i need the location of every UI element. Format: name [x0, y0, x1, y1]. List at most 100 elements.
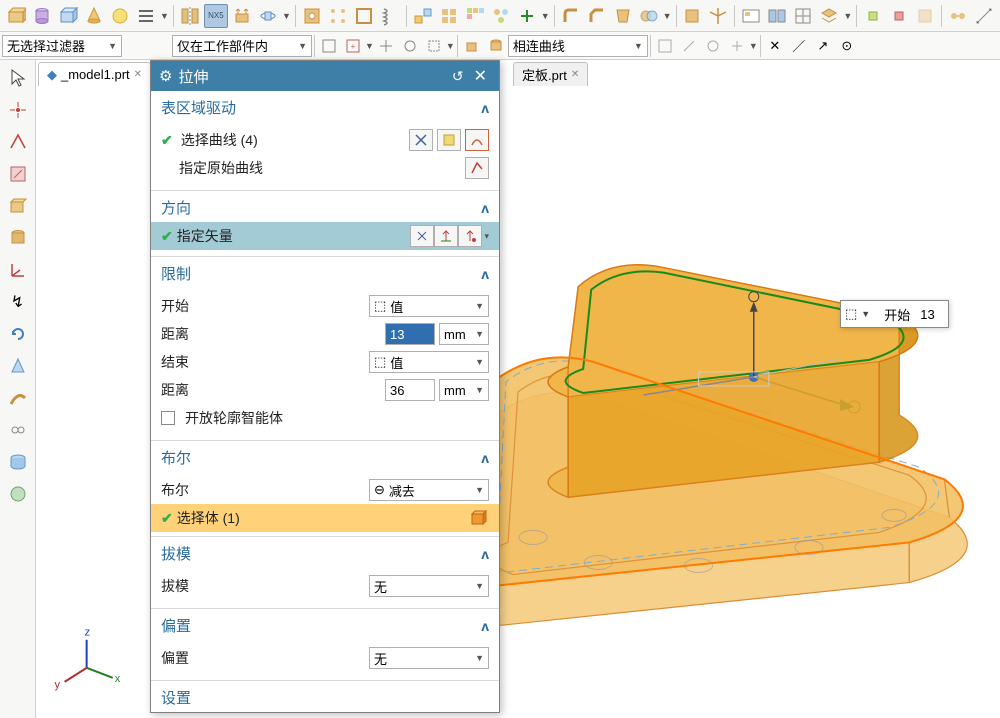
- tb-dropdown3-icon[interactable]: ▼: [541, 11, 550, 21]
- tb-bool-icon[interactable]: [637, 4, 661, 28]
- tb-layer-icon[interactable]: [817, 4, 841, 28]
- tb-plus-icon[interactable]: [515, 4, 539, 28]
- rail-arrow-icon[interactable]: ↯: [4, 288, 32, 316]
- vector-dialog-icon[interactable]: [434, 225, 458, 247]
- snap3-icon[interactable]: [701, 35, 725, 57]
- origin-curve-row[interactable]: 指定原始曲线: [161, 154, 489, 182]
- tb-sphere-icon[interactable]: [108, 4, 132, 28]
- reset-icon[interactable]: ↺: [446, 68, 470, 85]
- tb-menu-icon[interactable]: [134, 4, 158, 28]
- floating-value[interactable]: 13: [920, 307, 944, 322]
- start-distance-input[interactable]: [385, 323, 435, 345]
- tb-trans-icon[interactable]: [913, 4, 937, 28]
- rail-csys-icon[interactable]: [4, 256, 32, 284]
- snap7-icon[interactable]: ↗: [811, 35, 835, 57]
- end-distance-input[interactable]: [385, 379, 435, 401]
- tb-chamfer-icon[interactable]: [585, 4, 609, 28]
- rail-tri-icon[interactable]: [4, 128, 32, 156]
- rail-refresh-icon[interactable]: [4, 320, 32, 348]
- close-icon[interactable]: ✕: [470, 66, 491, 86]
- select-body-row[interactable]: ✔ 选择体 (1): [151, 504, 499, 532]
- rail-sketch-icon[interactable]: [4, 160, 32, 188]
- link-filter-combo[interactable]: 相连曲线 ▼: [508, 35, 648, 57]
- snap8-icon[interactable]: ⊙: [835, 35, 859, 57]
- specify-vector-row[interactable]: ✔ 指定矢量 ▾: [151, 222, 499, 250]
- tb-exp1-icon[interactable]: [861, 4, 885, 28]
- start-mode-combo[interactable]: ⬚ 值 ▼: [369, 295, 489, 317]
- tb-cylinder-icon[interactable]: [30, 4, 54, 28]
- tb-mirror-icon[interactable]: [178, 4, 202, 28]
- tb-conn-icon[interactable]: [946, 4, 970, 28]
- end-mode-combo[interactable]: ⬚ 值 ▼: [369, 351, 489, 373]
- section-offset-header[interactable]: 偏置 ʌ: [151, 609, 499, 640]
- curve-rule-icon[interactable]: [437, 129, 461, 151]
- checkbox-icon[interactable]: [161, 411, 175, 425]
- section-limits-header[interactable]: 限制 ʌ: [151, 257, 499, 288]
- tb-assm4-icon[interactable]: [489, 4, 513, 28]
- snap2-icon[interactable]: [677, 35, 701, 57]
- tb-hole-icon[interactable]: [300, 4, 324, 28]
- tb-extrude-icon[interactable]: [230, 4, 254, 28]
- select-curve-row[interactable]: ✔ 选择曲线 (4): [161, 126, 489, 154]
- tb-dropdown5-icon[interactable]: ▼: [843, 11, 852, 21]
- scope-filter-combo[interactable]: 仅在工作部件内 ▼: [172, 35, 312, 57]
- origin-curve-btn-icon[interactable]: [465, 157, 489, 179]
- tb-wcs-icon[interactable]: [706, 4, 730, 28]
- snap1-icon[interactable]: [653, 35, 677, 57]
- tb-dropdown4-icon[interactable]: ▼: [663, 11, 672, 21]
- tb-assm1-icon[interactable]: [411, 4, 435, 28]
- filter-cyl-icon[interactable]: [484, 35, 508, 57]
- caret-icon[interactable]: ▾: [484, 231, 489, 242]
- caret-icon[interactable]: ▼: [749, 41, 758, 51]
- selection-filter-combo[interactable]: 无选择过滤器 ▼: [2, 35, 122, 57]
- stop-at-int-icon[interactable]: [465, 129, 489, 151]
- section-direction-header[interactable]: 方向 ʌ: [151, 191, 499, 222]
- filter-btn4-icon[interactable]: [398, 35, 422, 57]
- snap6-icon[interactable]: ／: [787, 35, 811, 57]
- rail-cone-icon[interactable]: [4, 352, 32, 380]
- end-unit-combo[interactable]: mm ▼: [439, 379, 489, 401]
- tb-xform-icon[interactable]: [680, 4, 704, 28]
- snap4-icon[interactable]: [725, 35, 749, 57]
- tb-assm3-icon[interactable]: [463, 4, 487, 28]
- tb-cone-icon[interactable]: [82, 4, 106, 28]
- tb-assm2-icon[interactable]: [437, 4, 461, 28]
- tab-model1[interactable]: ◆ _model1.prt ✕: [38, 62, 151, 86]
- reverse-dir-icon[interactable]: [410, 225, 434, 247]
- rail-select-icon[interactable]: [4, 64, 32, 92]
- snap5-icon[interactable]: ✕: [763, 35, 787, 57]
- gear-icon[interactable]: ⚙: [159, 67, 172, 85]
- tab-dingban[interactable]: 定板.prt ✕: [513, 62, 588, 86]
- rail-cyl2-icon[interactable]: [4, 448, 32, 476]
- tb-view3-icon[interactable]: [791, 4, 815, 28]
- open-profile-row[interactable]: 开放轮廓智能体: [161, 404, 489, 432]
- tb-spring-icon[interactable]: [378, 4, 402, 28]
- tb-cube-icon[interactable]: [56, 4, 80, 28]
- tb-pattern-icon[interactable]: [326, 4, 350, 28]
- rail-sweep-icon[interactable]: [4, 384, 32, 412]
- filter-btn3-icon[interactable]: [374, 35, 398, 57]
- tb-view2-icon[interactable]: [765, 4, 789, 28]
- tb-draft-icon[interactable]: [611, 4, 635, 28]
- caret-icon[interactable]: ▼: [365, 41, 374, 51]
- tb-round-icon[interactable]: [559, 4, 583, 28]
- section-boolean-header[interactable]: 布尔 ʌ: [151, 441, 499, 472]
- section-settings-header[interactable]: 设置: [151, 681, 499, 712]
- filter-btn1-icon[interactable]: [317, 35, 341, 57]
- vector-method-icon[interactable]: [458, 225, 482, 247]
- filter-btn5-icon[interactable]: [422, 35, 446, 57]
- close-icon[interactable]: ✕: [571, 69, 579, 80]
- rail-cyl-icon[interactable]: [4, 224, 32, 252]
- tb-meas-icon[interactable]: [972, 4, 996, 28]
- filter-btn2-icon[interactable]: +: [341, 35, 365, 57]
- rail-chain-icon[interactable]: [4, 416, 32, 444]
- dialog-titlebar[interactable]: ⚙ 拉伸 ↺ ✕: [151, 61, 499, 91]
- start-unit-combo[interactable]: mm ▼: [439, 323, 489, 345]
- sketch-section-icon[interactable]: [409, 129, 433, 151]
- tb-shell-icon[interactable]: [352, 4, 376, 28]
- boolean-mode-combo[interactable]: ⊖ 减去 ▼: [369, 479, 489, 501]
- tb-revolve-icon[interactable]: [256, 4, 280, 28]
- section-draft-header[interactable]: 拔模 ʌ: [151, 537, 499, 568]
- caret-icon[interactable]: ▼: [446, 41, 455, 51]
- caret-icon[interactable]: ▼: [861, 309, 870, 319]
